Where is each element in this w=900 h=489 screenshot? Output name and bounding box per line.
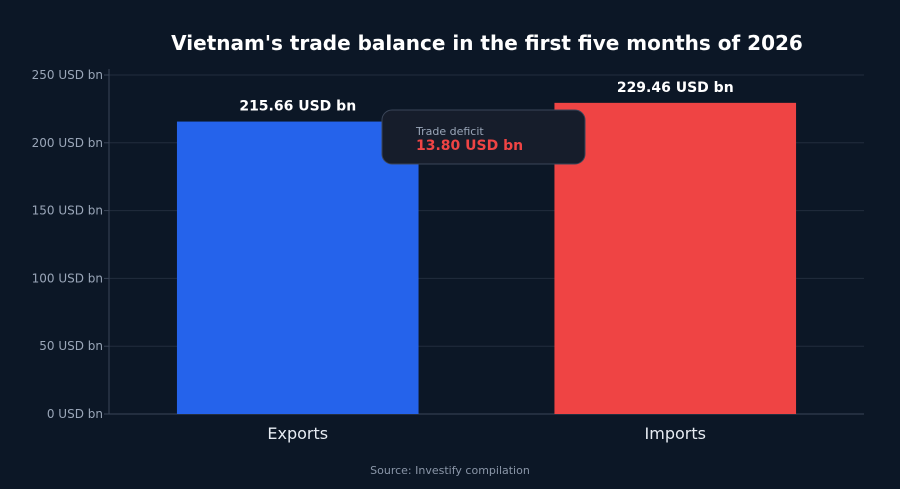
y-tick-label: 100 USD bn [32, 271, 103, 285]
chart-title: Vietnam's trade balance in the first fiv… [171, 31, 803, 55]
bar-imports [554, 102, 797, 415]
data-labels: 215.66 USD bn 229.46 USD bn [239, 80, 733, 115]
annotation-label: Trade deficit [415, 125, 484, 138]
y-tick-label: 200 USD bn [32, 136, 103, 150]
trade-deficit-annotation: Trade deficit 13.80 USD bn [381, 109, 586, 165]
y-tick-label: 250 USD bn [32, 68, 103, 82]
annotation-box [381, 109, 586, 165]
y-tick-label: 150 USD bn [32, 204, 103, 218]
bar-exports [176, 121, 419, 415]
source-note: Source: Investify compilation [370, 464, 530, 477]
bars [176, 102, 797, 415]
x-tick-label-imports: Imports [645, 424, 706, 443]
y-tick-label: 0 USD bn [47, 407, 103, 421]
data-label-imports: 229.46 USD bn [617, 80, 734, 96]
data-label-exports: 215.66 USD bn [239, 99, 356, 115]
x-axis: Exports Imports [267, 424, 706, 443]
y-tick-label: 50 USD bn [39, 339, 103, 353]
annotation-value: 13.80 USD bn [416, 138, 523, 154]
x-tick-label-exports: Exports [267, 424, 328, 443]
